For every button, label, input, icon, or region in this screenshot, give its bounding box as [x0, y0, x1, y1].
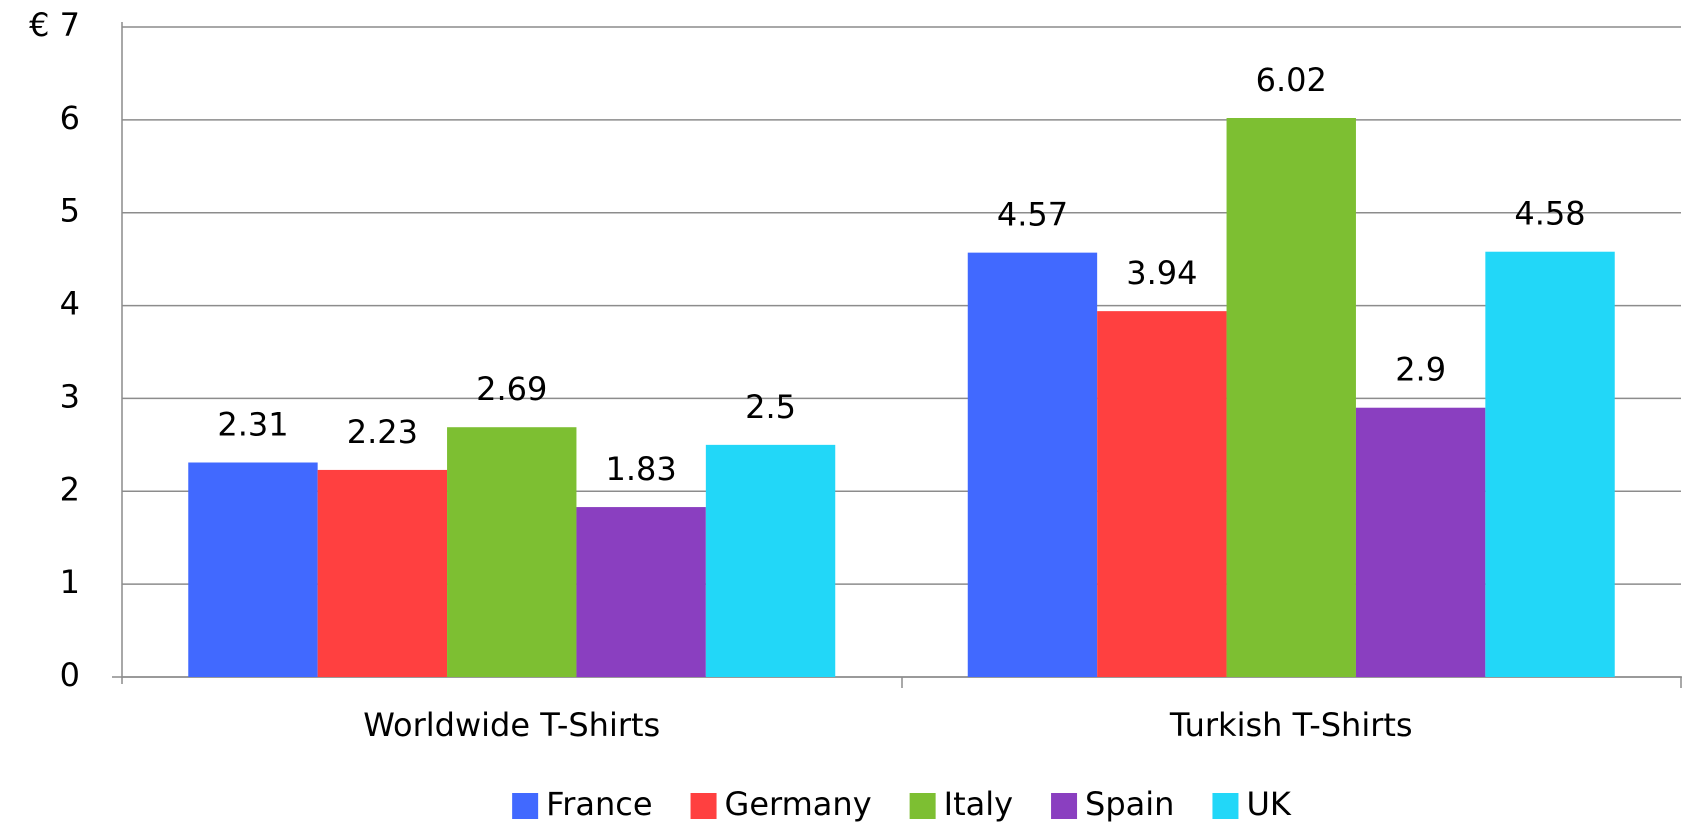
bar	[705, 444, 836, 677]
data-label: 1.83	[606, 450, 677, 488]
legend-label: Italy	[944, 785, 1013, 823]
y-tick-label: 4	[60, 285, 80, 323]
data-label: 2.69	[476, 370, 547, 408]
legend-swatch	[690, 793, 717, 819]
bar	[576, 507, 706, 677]
y-tick-label: 3	[60, 377, 80, 415]
bar	[1097, 311, 1227, 677]
data-label: 2.9	[1395, 351, 1446, 389]
data-label: 2.23	[347, 413, 418, 451]
bar	[967, 252, 1098, 677]
data-label: 2.31	[217, 406, 288, 444]
legend-swatch	[1212, 793, 1239, 819]
y-tick-label: 0	[60, 656, 80, 694]
legend-swatch	[512, 793, 539, 819]
data-label: 3.94	[1126, 254, 1197, 292]
y-tick-label: 1	[60, 563, 80, 601]
legend-label: UK	[1246, 785, 1291, 823]
legend-label: Germany	[725, 785, 872, 823]
bar	[1355, 407, 1486, 677]
legend-label: France	[546, 785, 652, 823]
y-tick-label: € 7	[29, 6, 80, 44]
legend-swatch	[909, 793, 936, 819]
legend: France Germany Italy Spain UK	[512, 785, 1292, 823]
data-label: 2.5	[745, 388, 796, 426]
bar	[447, 427, 577, 677]
data-label: 4.58	[1514, 195, 1585, 233]
bar	[1226, 118, 1356, 677]
bar	[317, 469, 448, 677]
y-tick-label: 5	[60, 192, 80, 230]
bar	[1485, 251, 1615, 677]
bar	[188, 462, 318, 677]
x-tick-label: Turkish T-Shirts	[1169, 706, 1413, 744]
data-label: 4.57	[997, 196, 1068, 234]
legend-label: Spain	[1085, 785, 1174, 823]
legend-swatch	[1051, 793, 1078, 819]
y-tick-label: 6	[60, 99, 80, 137]
data-label: 6.02	[1256, 61, 1327, 99]
y-tick-label: 2	[60, 470, 80, 508]
x-tick-label: Worldwide T-Shirts	[363, 706, 660, 744]
